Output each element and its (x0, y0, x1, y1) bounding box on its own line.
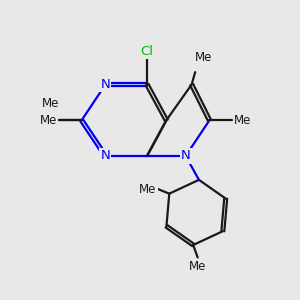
Text: Me: Me (42, 98, 59, 110)
Text: N: N (181, 149, 190, 162)
Text: Me: Me (139, 183, 157, 196)
Text: Cl: Cl (140, 45, 154, 58)
Text: Me: Me (40, 114, 57, 127)
Text: Me: Me (195, 51, 212, 64)
Text: N: N (100, 78, 110, 91)
Text: Me: Me (233, 114, 251, 127)
Text: Me: Me (189, 260, 206, 273)
Text: N: N (100, 149, 110, 162)
